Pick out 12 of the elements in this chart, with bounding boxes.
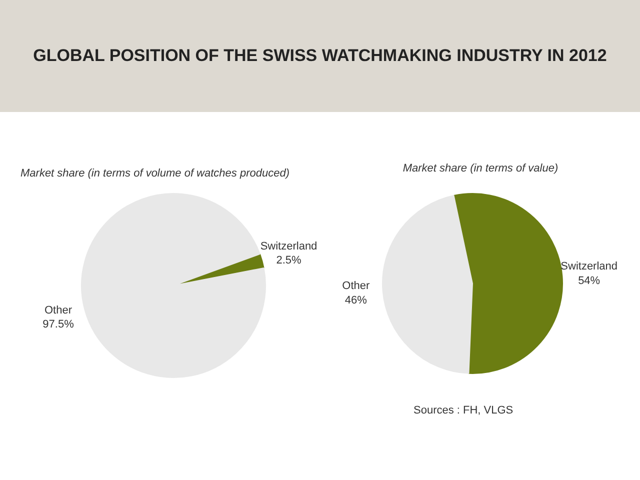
chart-subtitle: Market share (in terms of value): [402, 162, 558, 174]
data-label: 97.5%: [42, 318, 74, 331]
source-note: Sources : FH, VLGS: [414, 404, 514, 416]
slice-label: Other: [44, 304, 72, 316]
data-label: 2.5%: [276, 254, 302, 267]
chart-subtitle: Market share (in terms of volume of watches produced): [20, 168, 290, 180]
slice-label: Other: [342, 280, 370, 292]
slice-label: Switzerland: [260, 240, 318, 252]
data-label: 46%: [344, 294, 368, 306]
slice-label: Switzerland: [560, 260, 618, 273]
data-label: 54%: [578, 274, 600, 287]
chart-title: GLOBAL POSITION OF THE SWISS WATCHMAKING INDUSTRY IN 2012: [33, 44, 607, 67]
